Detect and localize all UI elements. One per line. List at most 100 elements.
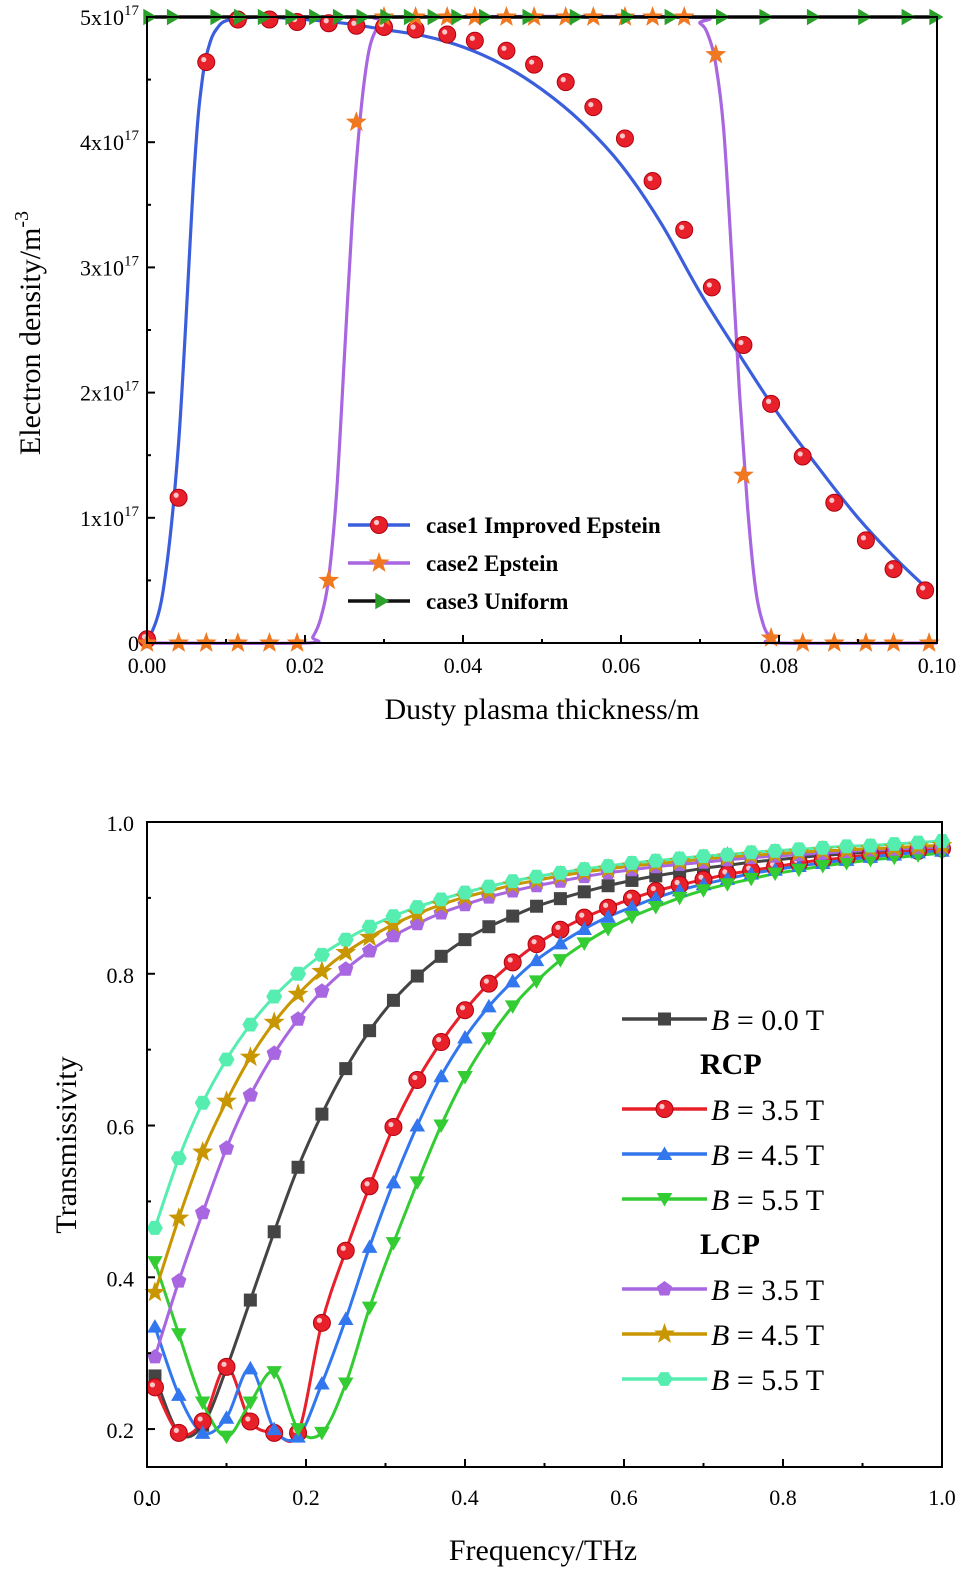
c2-series-6-point	[600, 859, 617, 873]
c2-series-2-point	[314, 1376, 330, 1390]
c2-legend-marker-2	[656, 1146, 673, 1160]
c1-series-1-point	[733, 464, 754, 485]
c2-series-5-point	[216, 1090, 237, 1111]
c1-series-0-point	[584, 98, 603, 117]
chart1-y-axis-title-main: Electron density/m	[14, 228, 47, 455]
c1-series-1-point	[436, 6, 458, 26]
c1-series-0-point	[675, 220, 694, 239]
c2-series-4-line	[153, 845, 943, 1358]
c2-series-1-point-highlight	[340, 1245, 346, 1251]
c2-series-3-point	[266, 1366, 282, 1380]
c2-series-6-point	[313, 947, 330, 962]
c1-y-tick-label: 3x1017	[80, 253, 140, 280]
chart1-y-axis-title-sup: -3	[11, 211, 33, 228]
transmissivity-chart: 0.0 0.2 0.4 0.6 0.8 1.0 0.2 0.4 0.6 0.8 1.0 B = 0.…	[50, 811, 956, 1567]
c2-series-2-point	[433, 1068, 449, 1083]
c1-y-tick-label-base: 4x10	[80, 130, 124, 155]
c2-series-1-point	[456, 1001, 474, 1020]
c1-legend-label-1: case2 Epstein	[426, 551, 558, 576]
chart1-plot-area	[136, 6, 944, 652]
c2-series-6-point	[457, 885, 473, 900]
c2-legend-marker-0	[658, 1012, 671, 1026]
c2-series-1-point-highlight	[436, 1036, 442, 1043]
c1-series-0-point-highlight	[323, 18, 329, 24]
c2-series-6-point	[218, 1052, 235, 1067]
c2-legend-label-6: B = 5.5 T	[711, 1364, 824, 1397]
c2-series-0-point	[625, 873, 639, 887]
c2-series-0-point	[410, 969, 424, 983]
c2-series-1-point-highlight	[149, 1382, 156, 1388]
c2-y-tick-label: 0.4	[107, 1266, 135, 1291]
c1-series-0-point	[884, 560, 903, 579]
c2-y-tick-label: 1.0	[107, 811, 135, 836]
c1-series-1-point	[760, 627, 782, 647]
c2-series-5-point	[287, 983, 309, 1004]
c2-series-5-point	[335, 941, 357, 962]
c2-legend-label-value: = 5.5 T	[729, 1364, 824, 1397]
c2-series-6-point	[480, 879, 497, 894]
c1-series-0-point-highlight	[738, 339, 744, 346]
c1-series-1-point	[555, 6, 577, 26]
c2-legend-label-var: B	[711, 1094, 729, 1127]
c2-series-1-point-highlight	[674, 879, 680, 886]
c2-series-3-point	[552, 954, 569, 968]
c1-series-1-point	[286, 632, 308, 652]
c2-series-6-point	[576, 862, 593, 876]
c1-frame	[146, 16, 938, 644]
c2-series-1-point	[336, 1241, 355, 1260]
c2-legend-marker-5	[654, 1323, 675, 1343]
c2-legend-label-value: = 4.5 T	[729, 1319, 824, 1352]
c2-series-3-point	[838, 857, 855, 871]
c2-legend-label-var: B	[711, 1184, 729, 1217]
c2-legend-label-3: B = 5.5 T	[711, 1184, 824, 1217]
c1-y-tick-label: 2x1017	[80, 379, 140, 406]
c2-series-0-point	[243, 1293, 257, 1307]
c2-series-1-point	[241, 1412, 260, 1431]
c2-series-6-point	[743, 845, 760, 860]
c2-series-3-point	[409, 1176, 426, 1190]
c2-series-3-point	[147, 1256, 163, 1270]
c1-y-tick-label-exp: 17	[124, 379, 140, 395]
c1-series-0-point	[497, 41, 516, 60]
c2-series-3-point	[481, 1032, 497, 1046]
c1-series-0-point	[197, 53, 216, 72]
c1-series-1-point	[883, 632, 904, 652]
c2-series-5-line	[153, 844, 943, 1293]
c2-series-1-point	[527, 935, 546, 954]
c1-y-tick-label-exp: 17	[124, 3, 140, 19]
c2-series-4-point	[218, 1140, 235, 1155]
c1-x-tick-label: 0.08	[760, 653, 799, 678]
c1-series-0-point	[643, 172, 662, 191]
c1-series-0-point-highlight	[588, 102, 594, 108]
c2-legend-label-1: B = 3.5 T	[711, 1094, 824, 1127]
c2-series-6-point	[409, 900, 426, 914]
c2-legend-group-label: RCP	[700, 1048, 762, 1081]
c2-series-0-point	[530, 899, 544, 913]
c1-y-tick-label-exp: 17	[124, 504, 140, 520]
c2-legend-label-value: = 4.5 T	[729, 1139, 824, 1172]
c2-series-2-point	[481, 998, 497, 1013]
c2-series-4-point	[171, 1273, 187, 1288]
c2-legend-marker-1-highlight	[659, 1103, 665, 1110]
c2-series-1-point	[432, 1033, 451, 1052]
c2-series-4-point	[314, 983, 330, 998]
chart2-axes: 0.0 0.2 0.4 0.6 0.8 1.0 0.2 0.4 0.6 0.8 1.0	[107, 811, 956, 1510]
c2-series-1-point	[479, 974, 498, 993]
c1-y-tick-label: 4x1017	[80, 128, 140, 155]
chart1-axes: 0.00 0.02 0.04 0.06 0.08 0.1001x10172x10173x1…	[80, 3, 956, 678]
c1-series-0-point	[169, 488, 188, 507]
c1-y-tick-label-exp: 17	[124, 128, 140, 144]
c2-series-6-point	[910, 835, 927, 850]
c2-series-5-point	[383, 913, 404, 934]
c1-legend-label-0: case1 Improved Epstein	[426, 513, 661, 538]
c1-y-tick-label: 0	[128, 631, 139, 656]
c2-series-3-point	[218, 1430, 235, 1445]
c2-legend-label-value: = 0.0 T	[729, 1004, 824, 1037]
c2-series-2-point	[361, 1239, 378, 1253]
c2-series-3-point	[743, 872, 759, 887]
c2-series-6-point	[838, 839, 855, 854]
c2-series-3-point	[338, 1377, 354, 1391]
c2-series-3-point	[624, 910, 640, 925]
c2-legend-label-var: B	[711, 1274, 729, 1307]
c1-series-1-point	[582, 6, 604, 26]
